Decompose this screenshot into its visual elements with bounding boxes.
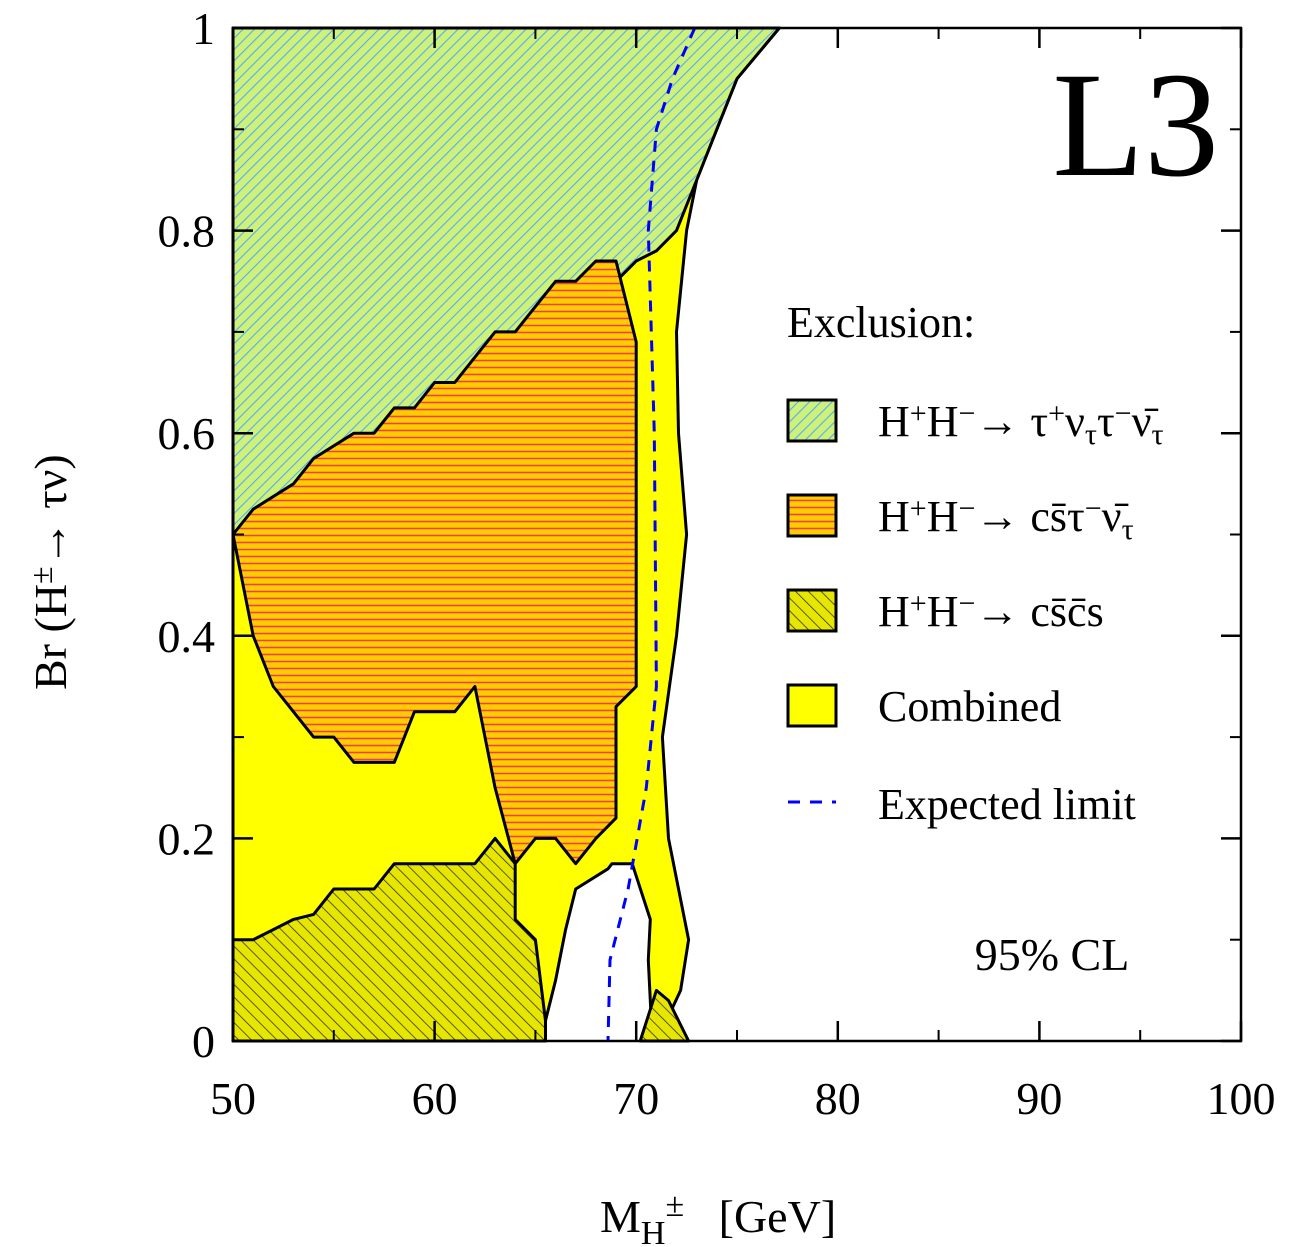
legend-item-tau: H+H−→ τ+νττ−ν̄τ bbox=[786, 397, 1164, 452]
legend-item-cscs: H+H−→ cs̄c̄s bbox=[786, 587, 1104, 637]
x-tick-label: 90 bbox=[1016, 1073, 1062, 1124]
x-tick-label: 50 bbox=[210, 1073, 256, 1124]
expected-limit-line bbox=[606, 27, 697, 1042]
legend-swatch-cstau bbox=[786, 493, 838, 538]
y-tick-label: 0.4 bbox=[158, 611, 216, 662]
legend-label-cscs: H+H−→ cs̄c̄s bbox=[878, 587, 1104, 637]
legend-title: Exclusion: bbox=[787, 298, 975, 347]
y-tick-label: 0 bbox=[192, 1016, 215, 1067]
y-axis-title-text: Br (H±→ τν) bbox=[23, 454, 76, 690]
legend-swatch-cscs bbox=[786, 588, 838, 633]
legend-label-cstau: H+H−→ cs̄τ−ν̄τ bbox=[878, 492, 1134, 547]
x-tick-label: 100 bbox=[1207, 1073, 1276, 1124]
x-axis-title: MH± [GeV] bbox=[600, 1187, 836, 1247]
x-tick-label: 60 bbox=[412, 1073, 458, 1124]
legend-item-cstau: H+H−→ cs̄τ−ν̄τ bbox=[786, 492, 1134, 547]
exclusion-regions bbox=[231, 26, 781, 1043]
axes: 50 60 70 80 90 100 0 0.2 0.4 0.6 0.8 1 bbox=[158, 3, 1276, 1124]
x-axis-title-text: MH± [GeV] bbox=[600, 1187, 836, 1247]
legend-item-expected: Expected limit bbox=[788, 780, 1136, 829]
x-tick-label: 70 bbox=[613, 1073, 659, 1124]
y-tick-label: 0.2 bbox=[158, 813, 216, 864]
y-tick-label: 1 bbox=[192, 3, 215, 54]
region-cscs_b bbox=[638, 988, 691, 1043]
confidence-level-label: 95% CL bbox=[975, 929, 1130, 980]
legend-label-expected: Expected limit bbox=[878, 780, 1136, 829]
region-cscs bbox=[231, 836, 547, 1043]
x-tick-label: 80 bbox=[815, 1073, 861, 1124]
y-tick-label: 0.6 bbox=[158, 408, 216, 459]
legend-label-combined: Combined bbox=[878, 682, 1061, 731]
legend-item-combined: Combined bbox=[786, 682, 1061, 731]
experiment-badge: L3 bbox=[1052, 42, 1219, 208]
y-tick-label: 0.8 bbox=[158, 206, 216, 257]
legend-label-tau: H+H−→ τ+νττ−ν̄τ bbox=[878, 397, 1164, 452]
legend-swatch-combined bbox=[786, 683, 838, 728]
legend: Exclusion: H+H−→ τ+νττ−ν̄τ H+H−→ cs̄τ−ν̄τ H… bbox=[786, 298, 1164, 829]
legend-swatch-tau bbox=[786, 398, 838, 443]
y-axis-title: Br (H±→ τν) bbox=[23, 454, 76, 690]
region-cstau bbox=[231, 259, 638, 866]
